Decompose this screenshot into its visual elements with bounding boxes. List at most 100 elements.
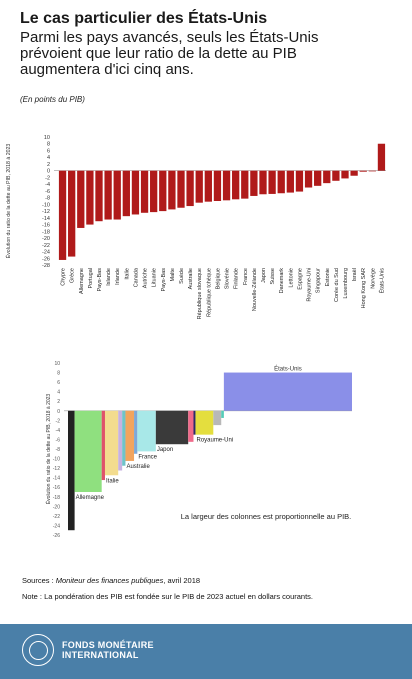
imf-logo-icon (22, 634, 54, 666)
bar (323, 170, 331, 184)
bar-label: France (138, 454, 157, 460)
bar-label: Italie (106, 478, 119, 484)
y-axis-title: Évolution du ratio de la dette au PIB, 2… (45, 394, 52, 505)
bar (188, 410, 194, 442)
bar (368, 170, 376, 172)
y-tick-label: -2 (56, 418, 61, 424)
y-tick-label: -12 (42, 209, 50, 215)
bar (186, 170, 194, 207)
x-tick-label: Israël (352, 268, 358, 281)
y-tick-label: 10 (44, 135, 50, 141)
y-tick-label: -18 (53, 495, 60, 501)
page-title: Le cas particulier des États-Unis (20, 10, 268, 27)
x-tick-label: Slovénie (225, 268, 231, 289)
bar (259, 170, 267, 195)
chart-annotation: La largeur des colonnes est proportionne… (181, 512, 352, 521)
sources-date: , avril 2018 (163, 576, 201, 585)
y-tick-label: -20 (42, 236, 50, 242)
bar (332, 170, 340, 181)
x-tick-label: Australie (188, 268, 194, 289)
sources-label: Sources : (22, 576, 56, 585)
y-tick-label: 0 (57, 409, 60, 415)
y-tick-label: -22 (53, 514, 60, 520)
bar-label: Japon (157, 447, 173, 453)
x-tick-label: Allemagne (79, 268, 85, 294)
bar (241, 170, 249, 199)
y-tick-label: 8 (57, 371, 60, 377)
x-tick-label: Corée du Sud (334, 268, 340, 302)
bar (304, 170, 313, 188)
y-tick-label: -18 (42, 229, 50, 235)
bar (341, 170, 349, 179)
weighted-bar-chart: Évolution du ratio de la dette au PIB, 2… (45, 361, 352, 539)
x-tick-label: Espagne (297, 268, 303, 290)
bar-chart-by-country: Évolution du ratio de la dette au PIB, 2… (5, 135, 386, 319)
x-tick-label: Pays-Bas (97, 268, 103, 292)
bar (168, 170, 176, 210)
y-axis-title: Évolution du ratio de la dette au PIB, 2… (5, 144, 12, 259)
x-tick-label: République slovaque (197, 268, 203, 319)
bar (140, 170, 149, 213)
subtitle-line: Parmi les pays avancés, seuls les États-… (20, 29, 319, 46)
bar (295, 170, 304, 192)
y-tick-label: -8 (56, 447, 61, 453)
x-tick-label: États-Unis (378, 268, 385, 294)
x-tick-label: République tchèque (206, 268, 212, 317)
x-tick-label: Royaume-Uni (307, 268, 313, 302)
x-tick-label: Grèce (70, 268, 76, 283)
bar (86, 170, 94, 225)
y-tick-label: 0 (47, 169, 50, 175)
bar (213, 410, 222, 426)
y-tick-label: -16 (42, 223, 50, 229)
bar (223, 372, 352, 411)
bar-label: États-Unis (274, 366, 302, 373)
bar-label: Royaume-Uni (196, 438, 233, 444)
bar (68, 170, 76, 257)
x-tick-label: Danemark (279, 268, 285, 294)
bar (125, 410, 135, 461)
bar (159, 170, 167, 212)
y-tick-label: -26 (42, 256, 50, 262)
x-tick-label: Estonie (325, 268, 331, 286)
bar-label: Australie (126, 464, 150, 470)
page-subtitle: Parmi les pays avancés, seuls les États-… (20, 30, 405, 78)
y-tick-label: 2 (47, 162, 50, 168)
bar (213, 170, 222, 201)
x-tick-label: Hong Kong SAR (361, 268, 367, 308)
bar-label: Allemagne (76, 495, 105, 501)
sources-note: Sources : Moniteur des finances publique… (22, 576, 200, 585)
x-tick-label: Autriche (143, 268, 149, 288)
subtitle-line: augmentera d'ici cinq ans. (20, 61, 194, 78)
units-label: (En points du PIB) (20, 95, 85, 104)
bar (131, 170, 140, 215)
y-tick-label: -8 (45, 196, 50, 202)
footer-banner: FONDS MONÉTAIRE INTERNATIONAL (0, 624, 412, 679)
y-tick-label: -16 (53, 485, 60, 491)
y-tick-label: 2 (57, 399, 60, 405)
bar (68, 410, 75, 531)
y-tick-label: -10 (53, 457, 60, 463)
x-tick-label: Portugal (88, 268, 94, 289)
y-tick-label: -26 (53, 533, 60, 539)
bar (77, 170, 85, 228)
bar (221, 410, 224, 418)
bar (359, 170, 367, 172)
x-tick-label: France (243, 268, 249, 285)
bar (350, 170, 358, 176)
bar (195, 410, 214, 435)
x-tick-label: Singapour (316, 268, 322, 293)
bar (250, 170, 258, 196)
y-tick-label: 4 (47, 155, 50, 161)
bar (113, 170, 121, 220)
y-tick-label: -22 (42, 243, 50, 249)
x-tick-label: Chypre (61, 268, 67, 286)
y-tick-label: -4 (45, 182, 50, 188)
org-name-line: FONDS MONÉTAIRE (62, 640, 154, 650)
x-tick-label: Islande (106, 268, 112, 286)
bar (177, 170, 185, 208)
y-tick-label: -2 (45, 175, 50, 181)
sources-title: Moniteur des finances publiques (55, 576, 164, 585)
y-tick-label: -10 (42, 202, 50, 208)
bar (277, 170, 285, 194)
bar (314, 170, 322, 186)
